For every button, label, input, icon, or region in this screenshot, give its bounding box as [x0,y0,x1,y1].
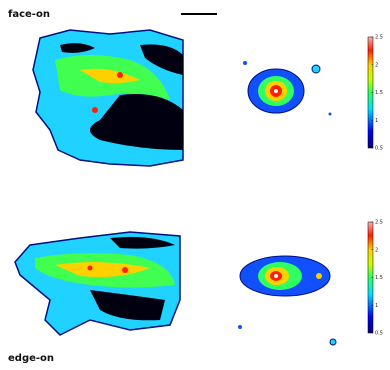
colorbar-tick-label: 0.5 [375,331,383,337]
panel-label: edge-on [8,353,54,364]
panel-label: face-on [8,9,50,20]
colorbar-tick-label: 2.5 [375,220,383,226]
map-face-on [32,29,184,167]
map-edge-on [14,231,181,336]
map-edge-on-compact [238,255,337,346]
colorbar-tick-label: 0.5 [375,146,383,152]
colorbar-tick-label: 1.5 [375,275,383,281]
colorbar-tick-label: 2 [375,247,378,253]
colorbar-tick-label: 1 [375,303,378,309]
colorbar-tick-label: 2.5 [375,35,383,41]
colorbar-tick-label: 1 [375,118,378,124]
map-face-on-compact [243,61,332,116]
colorbar-tick-label: 2 [375,62,378,68]
colorbar-tick-label: 1.5 [375,90,383,96]
